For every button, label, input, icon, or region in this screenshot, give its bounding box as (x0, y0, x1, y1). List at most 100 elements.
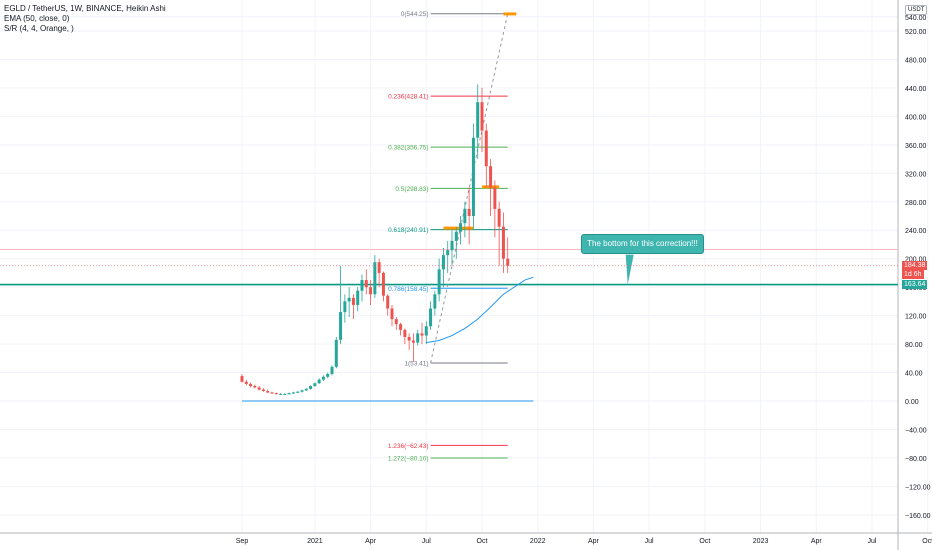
callout-pointer (625, 254, 634, 285)
candle-body (480, 102, 484, 131)
candle-body (309, 386, 313, 389)
fib-level-label: 0.618(240.91) (388, 227, 428, 234)
candle-body (394, 319, 398, 325)
legend-ema: EMA (50, close, 0) (4, 14, 70, 23)
candle-body (437, 269, 441, 295)
support-price-tag: 163.64 (902, 280, 928, 290)
chart-legend: EGLD / TetherUS, 1W, BINANCE, Heikin Ash… (4, 4, 166, 34)
candle-body (347, 297, 351, 302)
candle-body (454, 231, 458, 241)
fib-level-label: 1.272(−80.10) (388, 455, 429, 462)
candle-body (266, 391, 270, 393)
fib-level-label: 1(53.41) (404, 360, 428, 367)
candle-body (493, 187, 497, 209)
candle-body (501, 226, 505, 259)
candle-body (270, 392, 274, 394)
y-tick-label: 280.00 (905, 200, 927, 207)
y-tick-label: −120.00 (905, 484, 931, 491)
y-tick-label: 80.00 (905, 342, 923, 349)
candle-body (283, 393, 287, 395)
candle-body (287, 393, 291, 395)
x-tick-label: Sep (236, 538, 249, 545)
candle-body (360, 280, 364, 291)
candle-body (381, 272, 385, 296)
candle-body (300, 390, 304, 392)
candle-body (343, 301, 347, 313)
candle-body (321, 376, 325, 380)
x-tick-label: Jul (868, 538, 877, 545)
candle-body (424, 326, 428, 336)
candle-body (506, 258, 510, 266)
candle-body (253, 386, 257, 388)
candle-body (377, 262, 381, 273)
candle-body (313, 383, 317, 387)
x-tick-label: 2021 (307, 538, 323, 545)
candle-body (450, 240, 454, 251)
candle-body (390, 308, 394, 320)
ema-line (426, 276, 534, 344)
x-tick-label: Apr (588, 538, 600, 545)
candle-body (429, 308, 433, 327)
x-tick-label: Jul (422, 538, 431, 545)
candle-body (463, 208, 467, 224)
y-tick-label: 480.00 (905, 57, 927, 64)
candle-body (261, 389, 265, 392)
x-tick-label: Oct (699, 538, 710, 545)
candle-body (441, 255, 445, 270)
y-tick-label: 240.00 (905, 228, 927, 235)
legend-symbol: EGLD / TetherUS, 1W, BINANCE, Heikin Ash… (4, 4, 166, 13)
candle-body (484, 130, 488, 167)
candle-body (304, 388, 308, 391)
x-tick-label: Apr (365, 538, 377, 545)
y-tick-label: 400.00 (905, 114, 927, 121)
x-tick-label: Jul (645, 538, 654, 545)
y-tick-label: 320.00 (905, 171, 927, 178)
candle-body (249, 383, 253, 387)
candle-body (403, 329, 407, 337)
candle-body (356, 290, 360, 305)
y-tick-label: 0.00 (905, 399, 919, 406)
y-tick-label: 520.00 (905, 29, 927, 36)
x-tick-label: Oct (477, 538, 488, 545)
y-tick-label: −40.00 (905, 427, 927, 434)
y-tick-label: −80.00 (905, 456, 927, 463)
fib-level-label: 1.236(−62.43) (388, 443, 429, 450)
y-tick-label: 360.00 (905, 143, 927, 150)
candle-body (339, 312, 343, 340)
fib-level-label: 0.5(298.83) (395, 186, 428, 193)
candle-body (257, 387, 261, 390)
fib-level-label: 0.236(428.41) (388, 94, 428, 101)
candle-body (433, 294, 437, 309)
y-tick-label: 540.00 (905, 15, 927, 22)
candle-body (416, 333, 420, 343)
x-tick-label: Apr (811, 538, 823, 545)
candle-body (467, 208, 471, 216)
candle-body (459, 223, 463, 232)
candle-body (407, 336, 411, 341)
candle-body (411, 340, 415, 343)
candle-body (386, 295, 390, 309)
candle-body (244, 381, 248, 384)
countdown-tag: 1d 6h (902, 270, 924, 280)
candle-body (279, 393, 283, 395)
candle-body (497, 208, 501, 227)
candle-body (326, 373, 330, 377)
x-tick-label: Oct (922, 538, 932, 545)
candle-body (364, 280, 368, 288)
legend-sr: S/R (4, 4, Orange, ) (4, 24, 74, 33)
currency-button[interactable]: USDT (905, 5, 928, 15)
fib-level-label: 0.786(158.45) (388, 286, 428, 293)
candle-body (489, 166, 493, 188)
y-tick-label: 120.00 (905, 314, 927, 321)
candle-body (373, 262, 377, 295)
candle-body (471, 137, 475, 216)
candle-body (296, 391, 300, 393)
y-tick-label: 200.00 (905, 257, 927, 264)
candle-body (476, 102, 480, 138)
candle-body (446, 250, 450, 256)
x-tick-label: 2022 (530, 538, 546, 545)
candle-body (240, 376, 244, 382)
y-tick-label: 440.00 (905, 86, 927, 93)
fib-level-label: 0(544.25) (401, 11, 429, 18)
